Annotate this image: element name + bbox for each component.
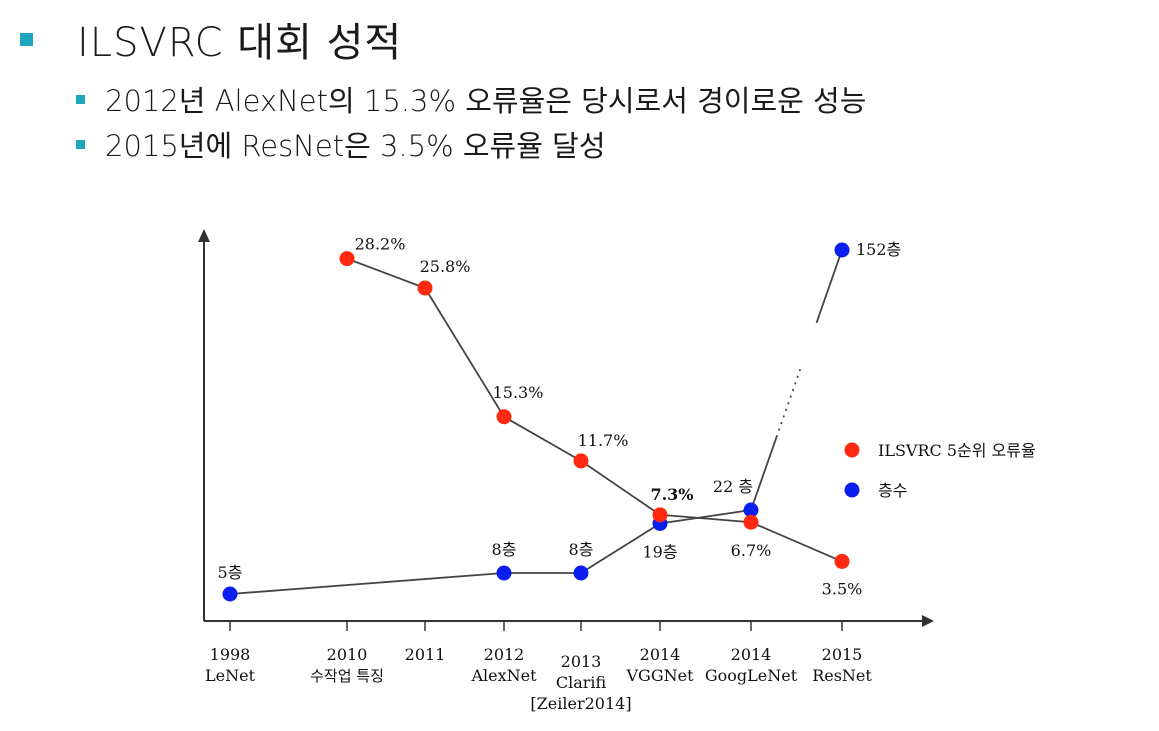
depth-line-segment [815,249,843,324]
depth-point [834,242,850,258]
bullet-item: 2012년 AlexNet의 15.3% 오류율은 당시로서 경이로운 성능 [76,78,866,120]
x-tick-label: 2012 [484,645,525,664]
x-tick-label: 수작업 특징 [310,667,384,685]
x-tick-label: Clarifi [556,673,607,692]
depth-label: 8층 [492,540,517,559]
error-point [743,514,759,530]
x-axis-arrow-icon [922,615,934,627]
depth-label: 5층 [218,563,243,582]
slide-title: ILSVRC 대회 성적 [20,10,402,68]
legend-marker [844,442,860,458]
x-tick-label: GoogLeNet [705,666,798,685]
error-label: 3.5% [822,579,863,598]
error-point [573,453,589,469]
depth-point [496,565,512,581]
depth-label: 22 층 [713,477,753,496]
bullet-square-icon [76,139,85,149]
bullet-text: 2012년 AlexNet의 15.3% 오류율은 당시로서 경이로운 성능 [105,84,867,118]
error-label: 28.2% [355,235,406,254]
x-tick-label: AlexNet [470,666,537,685]
error-label: 7.3% [650,485,693,504]
depth-point [573,565,589,581]
depth-line-segment [750,436,778,511]
error-label: 15.3% [493,383,544,402]
error-label: 6.7% [731,541,772,560]
x-tick-label: ResNet [812,666,872,685]
bullet-square-icon [76,94,85,104]
depth-point [743,502,759,518]
depth-label: 152층 [856,240,901,259]
y-axis-arrow-icon [198,229,210,242]
x-tick-label: LeNet [205,666,256,685]
bullet-item: 2015년에 ResNet은 3.5% 오류율 달성 [76,123,606,165]
x-tick-label: 2014 [731,645,772,664]
error-label: 11.7% [578,431,629,450]
x-tick-label: 2013 [561,652,602,671]
bullet-text: 2015년에 ResNet은 3.5% 오류율 달성 [105,129,606,163]
depth-label: 19층 [642,543,677,562]
depth-line-dotted [775,366,802,438]
x-tick-label: 2010 [327,645,368,664]
title-bullet-icon [20,32,33,46]
x-tick-label: VGGNet [625,666,694,685]
error-point [339,251,355,267]
depth-point [222,586,238,602]
error-point [652,507,668,523]
title-text: ILSVRC 대회 성적 [77,20,403,66]
legend-marker [844,482,860,498]
x-tick-label: 2015 [822,645,863,664]
error-point [496,409,512,425]
x-tick-label: 1998 [210,645,251,664]
legend-label: 층수 [878,481,907,500]
x-tick-label: 2011 [405,645,446,664]
error-point [417,280,433,296]
legend-label: ILSVRC 5순위 오류율 [878,441,1036,460]
error-label: 25.8% [420,257,471,276]
x-tick-label: [Zeiler2014] [530,694,631,713]
depth-label: 8층 [569,540,594,559]
x-tick-label: 2014 [640,645,681,664]
error-point [834,553,850,569]
error-rate-line [346,257,843,563]
